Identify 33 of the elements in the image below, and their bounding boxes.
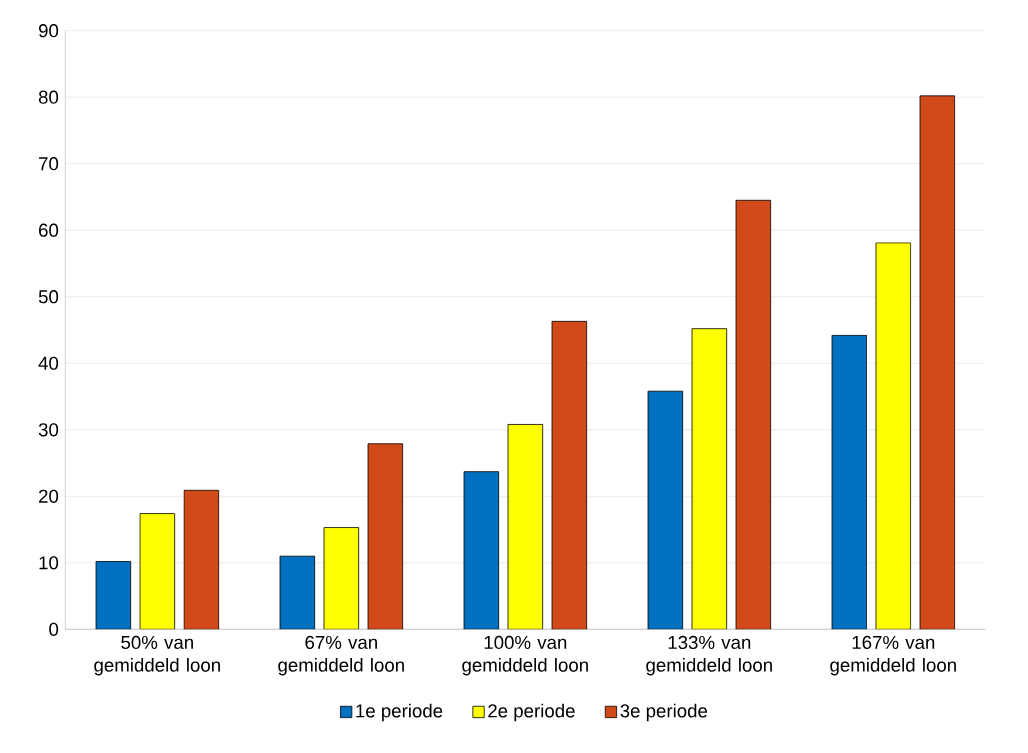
bar [551, 320, 588, 630]
bar [323, 527, 360, 630]
y-tick-label: 70 [39, 156, 59, 171]
y-tick-label: 60 [39, 223, 59, 237]
y-tick-label: 80 [38, 90, 59, 104]
bar [139, 513, 176, 630]
legend-label: 1e periode [356, 703, 443, 722]
bar [463, 471, 500, 630]
bar [647, 390, 684, 630]
bar [367, 443, 404, 630]
x-tick-label: 67% van gemiddeld loon [278, 635, 404, 676]
y-tick-label: 30 [38, 423, 59, 437]
bar [279, 555, 316, 630]
y-tick-label: 50 [38, 289, 59, 304]
bar [735, 199, 772, 630]
x-tick-label: 100% van gemiddeld loon [462, 635, 588, 676]
x-tick-label: 50% van gemiddeld loon [94, 635, 220, 676]
y-tick-label: 90 [38, 23, 59, 38]
bar [95, 560, 132, 630]
legend-label: 3e periode [620, 703, 708, 722]
bar [831, 334, 868, 630]
bar [507, 423, 544, 630]
bar [919, 95, 956, 630]
y-tick-label: 10 [39, 556, 59, 570]
x-tick-label: 167% van gemiddeld loon [830, 635, 956, 676]
legend-label: 2e periode [488, 703, 575, 722]
y-tick-label: 0 [49, 622, 59, 636]
bar [691, 328, 728, 630]
x-tick-label: 133% van gemiddeld loon [646, 635, 772, 676]
y-tick-label: 40 [38, 356, 59, 370]
bar [875, 242, 912, 630]
y-tick-label: 20 [39, 489, 59, 503]
bar [183, 489, 220, 630]
